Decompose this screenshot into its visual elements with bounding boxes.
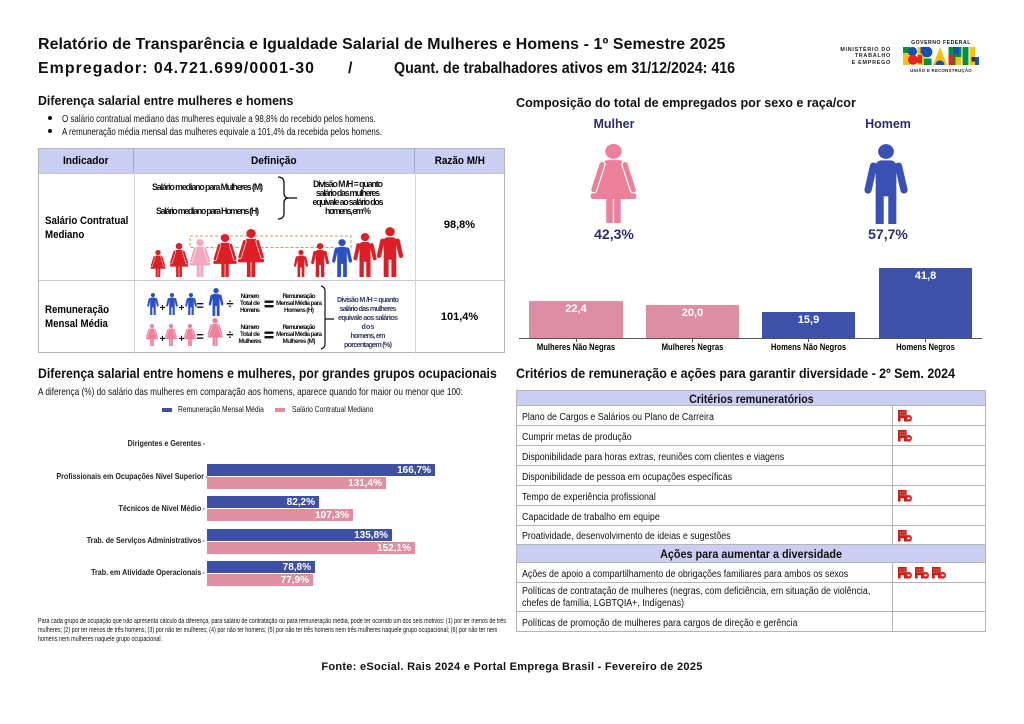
svg-text:Número: Número [241,293,260,300]
svg-text:Homens (H): Homens (H) [284,307,314,314]
svg-text:Homens: Homens [240,307,260,314]
svg-text:equivale ao salário dos: equivale ao salário dos [313,197,384,207]
svg-text:+: + [160,303,166,314]
svg-text:equivale aos salários: equivale aos salários [338,313,398,322]
svg-text:+: + [179,303,185,314]
svg-text:salário das mulheres: salário das mulheres [340,304,397,313]
svg-text:Número: Número [241,324,260,331]
svg-text:=: = [196,298,204,313]
svg-text:homens, em %: homens, em % [325,206,371,216]
svg-text:Salário mediano para Homens (H: Salário mediano para Homens (H) [156,206,259,216]
svg-text:Divisão M /H = quanto: Divisão M /H = quanto [313,179,384,189]
svg-text:Total de: Total de [240,300,260,307]
svg-text:Mensal Média para: Mensal Média para [276,331,322,338]
svg-text:Divisão M /H = quanto: Divisão M /H = quanto [337,295,400,304]
svg-text:+: + [160,334,166,345]
svg-text:Mulheres (M): Mulheres (M) [283,338,316,345]
svg-text:÷: ÷ [226,327,233,342]
svg-text:Mensal Média para: Mensal Média para [276,300,322,307]
svg-text:porcentagem (%): porcentagem (%) [344,340,393,349]
svg-text:Total de: Total de [240,331,260,338]
svg-text:homens, em: homens, em [351,331,386,340]
svg-text:dos: dos [362,322,375,331]
svg-text:+: + [179,334,185,345]
svg-text:Salário mediano para Mulheres: Salário mediano para Mulheres (M) [152,182,263,192]
svg-text:salário das mulheres: salário das mulheres [316,188,380,198]
svg-text:=: = [196,329,204,344]
svg-text:÷: ÷ [226,296,233,311]
svg-text:Remuneração: Remuneração [283,324,316,331]
svg-text:Remuneração: Remuneração [283,293,316,300]
svg-text:Mulheres: Mulheres [239,338,262,345]
